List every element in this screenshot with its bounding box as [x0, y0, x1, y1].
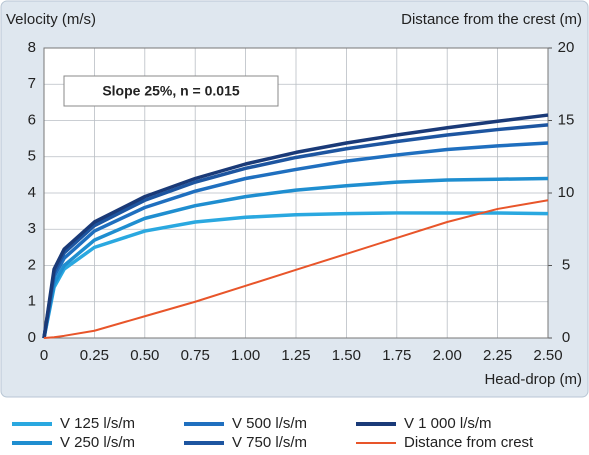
- x-tick-label: 0.25: [80, 347, 109, 364]
- y-tick-label: 5: [28, 148, 36, 165]
- legend-label: V 750 l/s/m: [232, 434, 307, 451]
- series-line: [42, 141, 549, 339]
- legend-label: V 1 000 l/s/m: [404, 415, 492, 432]
- x-axis-label: Head-drop (m): [484, 371, 582, 388]
- plot-border: [43, 47, 549, 339]
- x-tick-label: 0.75: [181, 347, 210, 364]
- x-tick-label: 1.75: [382, 347, 411, 364]
- x-tick-label: 2.25: [483, 347, 512, 364]
- annotation: Slope 25%, n = 0.015: [102, 83, 240, 99]
- series-line: [42, 176, 549, 339]
- legend-label: Distance from crest: [404, 434, 534, 451]
- x-tick-label: 1.00: [231, 347, 260, 364]
- series-line: [42, 113, 549, 339]
- series-line: [42, 211, 549, 339]
- x-tick-label: 2.00: [433, 347, 462, 364]
- annotation-box: [63, 75, 279, 107]
- y-tick-label: 8: [28, 39, 36, 56]
- y-tick-label: 3: [28, 220, 36, 237]
- y2-tick-label: 15: [558, 111, 575, 128]
- legend: V 125 l/s/m V 250 l/s/m V 500 l/s/m V 750 l…: [12, 415, 534, 451]
- y-axis-label: Velocity (m/s): [6, 11, 96, 28]
- y-tick-label: 6: [28, 111, 36, 128]
- y-tick-label: 2: [28, 256, 36, 273]
- y2-tick-label: 20: [558, 39, 575, 56]
- series-line: [43, 199, 549, 339]
- y-tick-label: 7: [28, 75, 36, 92]
- lines: [42, 113, 549, 339]
- y2-tick-label: 10: [558, 184, 575, 201]
- x-tick-label: 1.25: [281, 347, 310, 364]
- x-tick-label: 0: [40, 347, 48, 364]
- y-tick-label: 1: [28, 293, 36, 310]
- y-tick-label: 0: [28, 329, 36, 346]
- x-tick-label: 1.50: [332, 347, 361, 364]
- y2-tick-label: 5: [562, 256, 570, 273]
- y2-axis-label: Distance from the crest (m): [401, 11, 582, 28]
- legend-label: V 125 l/s/m: [60, 415, 135, 432]
- legend-label: V 250 l/s/m: [60, 434, 135, 451]
- legend-label: V 500 l/s/m: [232, 415, 307, 432]
- y-tick-label: 4: [28, 184, 36, 201]
- y2-tick-label: 0: [562, 329, 570, 346]
- x-tick-label: 0.50: [130, 347, 159, 364]
- x-tick-label: 2.50: [533, 347, 562, 364]
